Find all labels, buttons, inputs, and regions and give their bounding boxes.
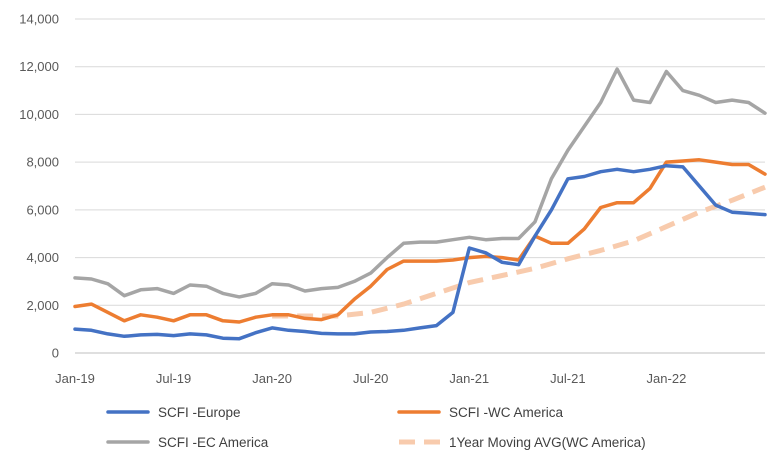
y-tick-label: 12,000 [19, 59, 59, 74]
x-tick-label: Jul-20 [353, 371, 388, 386]
series-line-0 [73, 163, 767, 341]
x-tick-label: Jan-22 [647, 371, 687, 386]
y-tick-label: 6,000 [26, 202, 59, 217]
y-tick-label: 10,000 [19, 107, 59, 122]
legend-label: SCFI -Europe [158, 405, 241, 420]
legend-label: SCFI -EC America [158, 435, 269, 450]
series-line-2 [73, 67, 767, 299]
x-tick-label: Jan-20 [252, 371, 292, 386]
y-tick-label: 2,000 [26, 298, 59, 313]
series-lines [73, 67, 767, 341]
x-tick-label: Jan-19 [55, 371, 95, 386]
axes: 0 2,000 4,000 6,000 8,000 10,000 12,000 14,000 J… [19, 12, 765, 386]
legend-label: SCFI -WC America [449, 405, 563, 420]
series-line-1 [73, 158, 767, 324]
x-tick-label: Jan-21 [449, 371, 489, 386]
x-tick-label: Jul-21 [550, 371, 585, 386]
legend: SCFI -Europe SCFI -WC America SCFI -EC Ame… [106, 405, 646, 450]
y-tick-label: 14,000 [19, 12, 59, 27]
series-line-3 [272, 184, 766, 319]
legend-label: 1Year Moving AVG(WC America) [449, 435, 646, 450]
gridlines [75, 18, 765, 306]
x-tick-label: Jul-19 [156, 371, 191, 386]
y-tick-label: 4,000 [26, 250, 59, 265]
y-tick-label: 8,000 [26, 155, 59, 170]
y-tick-label: 0 [52, 346, 59, 361]
